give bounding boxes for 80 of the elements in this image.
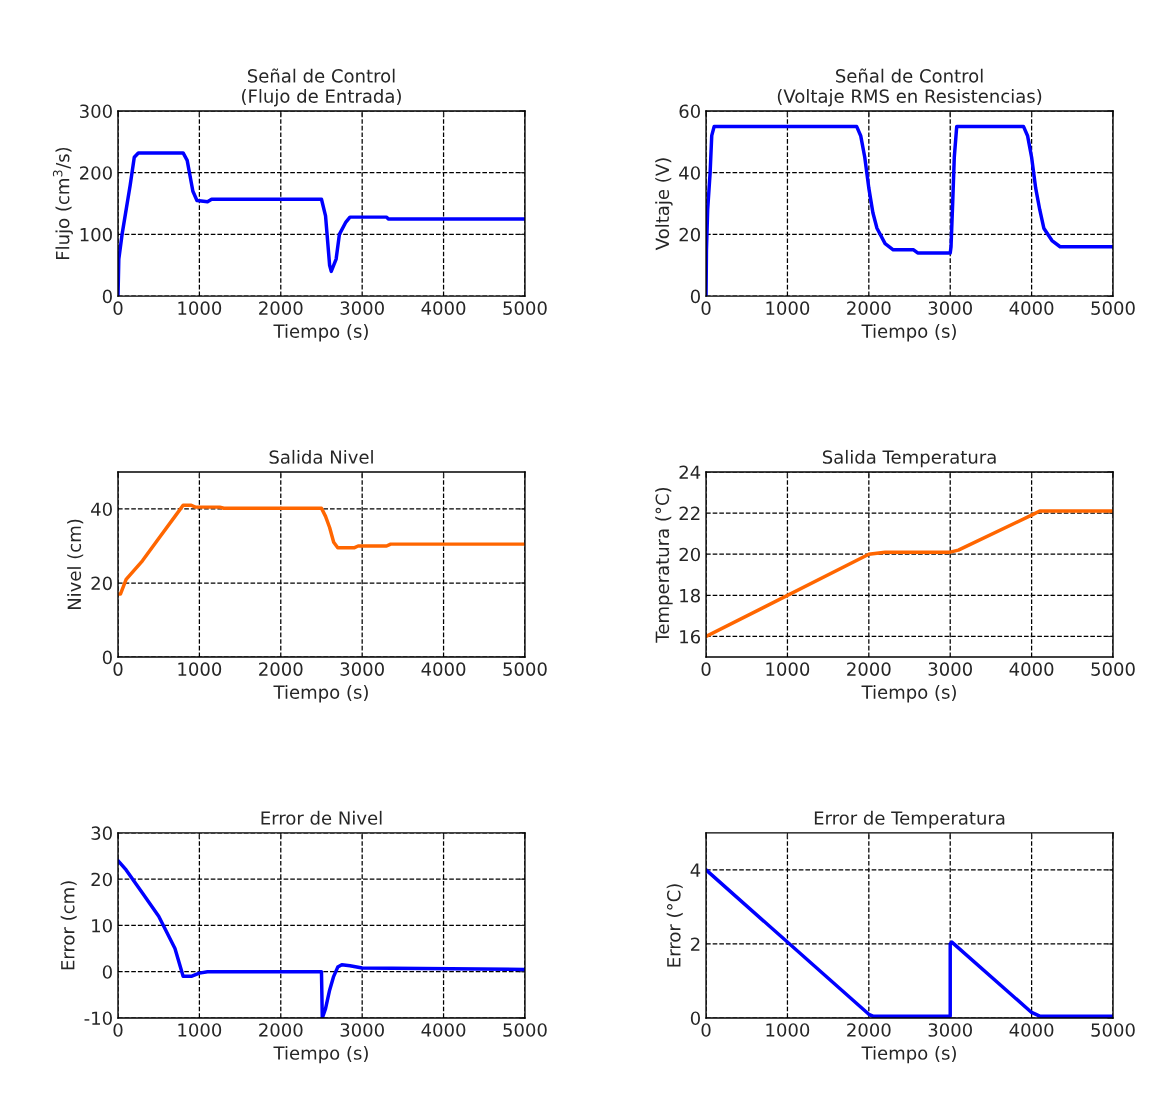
x-tick-label: 0 xyxy=(701,662,711,676)
x-tick-label: 0 xyxy=(701,1023,711,1037)
y-tick-label: 100 xyxy=(80,227,112,242)
y-tick-label: 20 xyxy=(91,872,112,887)
x-tick-label: 2000 xyxy=(847,301,891,315)
chart-title: Salida Temperatura xyxy=(822,449,996,468)
x-axis-title: Tiempo (s) xyxy=(273,323,368,342)
chart-title: Salida Nivel xyxy=(269,449,373,464)
y-tick-label: 16 xyxy=(680,629,701,644)
chart-title: Error de Temperatura xyxy=(814,810,1005,829)
x-tick-label: 4000 xyxy=(421,1023,466,1037)
x-axis-title: Tiempo (s) xyxy=(861,684,956,703)
y-axis-title: Flujo (cm$^{3}$/s) xyxy=(52,147,73,260)
x-tick-label: 4000 xyxy=(421,301,466,315)
y-tick-label: 0 xyxy=(102,965,112,979)
chart-title: Error de Nivel xyxy=(261,810,382,825)
y-axis-title: Error (°C) xyxy=(666,884,683,967)
chart-title: Señal de Control (Voltaje RMS en Resistencias) xyxy=(777,68,1042,107)
y-tick-label: 10 xyxy=(92,918,112,933)
x-tick-label: 5000 xyxy=(1091,662,1135,676)
y-tick-label: 0 xyxy=(690,1011,700,1026)
x-tick-label: 4000 xyxy=(1009,662,1054,676)
y-tick-label: 20 xyxy=(679,227,700,242)
x-axis-title: Tiempo (s) xyxy=(273,684,368,703)
x-tick-label: 4000 xyxy=(1009,1023,1054,1037)
x-tick-label: 5000 xyxy=(503,1023,547,1037)
x-tick-label: 1000 xyxy=(766,1023,810,1037)
x-tick-label: 3000 xyxy=(928,1023,972,1037)
y-tick-label: -10 xyxy=(84,1011,112,1026)
y-tick-label: 2 xyxy=(691,937,700,951)
y-tick-label: 40 xyxy=(91,502,112,517)
y-axis-title: Voltaje (V) xyxy=(655,158,673,251)
y-tick-label: 0 xyxy=(102,289,112,304)
y-tick-label: 22 xyxy=(679,506,700,520)
x-tick-label: 1000 xyxy=(766,662,810,676)
y-axis-title: Nivel (cm) xyxy=(67,519,84,610)
x-axis-title: Tiempo (s) xyxy=(861,1045,956,1064)
y-axis-title: Temperatura (°C) xyxy=(655,487,673,643)
x-tick-label: 3000 xyxy=(340,1023,384,1037)
x-tick-label: 2000 xyxy=(259,662,303,676)
line-series xyxy=(118,503,525,596)
line-series xyxy=(706,509,1113,639)
y-tick-label: 30 xyxy=(91,826,112,841)
x-tick-label: 0 xyxy=(113,301,123,315)
x-axis-title: Tiempo (s) xyxy=(861,323,956,342)
x-tick-label: 4000 xyxy=(421,662,466,676)
x-tick-label: 0 xyxy=(113,662,123,676)
x-tick-label: 4000 xyxy=(1009,301,1054,315)
y-tick-label: 24 xyxy=(679,465,701,479)
x-tick-label: 2000 xyxy=(847,662,891,676)
y-axis-title: Error (cm) xyxy=(60,881,77,970)
x-tick-label: 2000 xyxy=(259,1023,303,1037)
x-tick-label: 1000 xyxy=(178,1023,222,1037)
x-tick-label: 3000 xyxy=(928,301,972,315)
x-tick-label: 5000 xyxy=(1091,1023,1135,1037)
y-tick-label: 300 xyxy=(80,104,112,119)
y-tick-label: 0 xyxy=(102,650,112,665)
y-tick-label: 200 xyxy=(80,166,112,180)
x-tick-label: 3000 xyxy=(928,662,972,676)
y-tick-label: 0 xyxy=(690,289,700,304)
y-tick-label: 4 xyxy=(690,863,701,877)
x-tick-label: 5000 xyxy=(503,662,547,676)
x-tick-label: 1000 xyxy=(178,301,222,315)
y-tick-label: 40 xyxy=(679,166,700,180)
y-tick-label: 60 xyxy=(679,104,700,119)
x-tick-label: 0 xyxy=(701,301,711,315)
x-tick-label: 1000 xyxy=(766,301,810,315)
y-tick-label: 18 xyxy=(680,588,700,603)
y-tick-label: 20 xyxy=(679,547,700,562)
x-tick-label: 5000 xyxy=(503,301,547,315)
x-tick-label: 5000 xyxy=(1091,301,1135,315)
x-tick-label: 2000 xyxy=(847,1023,891,1037)
x-axis-title: Tiempo (s) xyxy=(273,1045,368,1064)
x-tick-label: 2000 xyxy=(259,301,303,315)
x-tick-label: 1000 xyxy=(178,662,222,676)
x-tick-label: 3000 xyxy=(340,301,384,315)
x-tick-label: 0 xyxy=(113,1023,123,1037)
chart-title: Señal de Control (Flujo de Entrada) xyxy=(242,68,401,107)
y-tick-label: 20 xyxy=(91,576,112,591)
x-tick-label: 3000 xyxy=(340,662,384,676)
